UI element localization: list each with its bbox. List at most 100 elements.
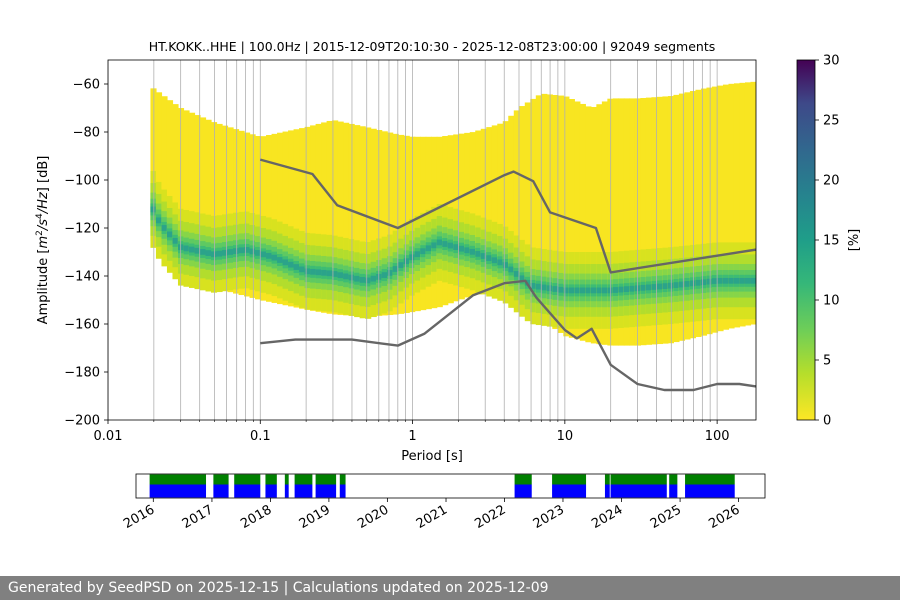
colorbar-tick-label: 0 xyxy=(823,414,831,429)
density-column xyxy=(502,121,509,291)
density-column xyxy=(172,104,179,266)
density-column xyxy=(568,99,575,338)
density-core-band xyxy=(155,217,163,224)
density-core-band xyxy=(310,268,317,275)
density-core-band xyxy=(398,262,405,268)
coverage-bar-upper xyxy=(604,474,610,485)
density-core-band xyxy=(596,287,603,294)
plot-frame xyxy=(107,59,757,421)
timeline-year-label: 2019 xyxy=(297,502,333,532)
density-column xyxy=(321,122,328,313)
density-core-band xyxy=(684,281,691,287)
density-column xyxy=(656,96,664,345)
density-column xyxy=(711,86,719,333)
density-core-band xyxy=(717,277,724,284)
density-core-band xyxy=(728,277,735,284)
psd-density-map xyxy=(150,81,756,346)
density-column xyxy=(188,112,196,277)
density-column xyxy=(524,102,531,305)
density-core-band xyxy=(458,245,465,252)
density-core-band xyxy=(205,250,212,256)
density-column xyxy=(678,93,686,341)
density-column xyxy=(651,97,658,345)
colorbar-tick-label: 10 xyxy=(823,294,840,309)
density-column xyxy=(315,123,322,312)
density-core-band xyxy=(260,251,267,258)
density-column xyxy=(563,96,570,337)
density-core-band xyxy=(640,284,647,291)
coverage-bar-lower xyxy=(604,484,610,498)
timeline-year-label: 2026 xyxy=(706,502,742,532)
coverage-bar-lower xyxy=(265,484,277,498)
density-column xyxy=(535,95,542,317)
density-core-band xyxy=(480,253,487,259)
coverage-bar-upper xyxy=(265,474,277,485)
density-column xyxy=(513,110,520,295)
density-core-band xyxy=(497,259,504,266)
coverage-bar-upper xyxy=(610,474,667,485)
coverage-bar-upper xyxy=(315,474,337,485)
density-column xyxy=(541,93,548,322)
density-core-band xyxy=(623,286,630,293)
colorbar-tick-label: 15 xyxy=(823,234,840,249)
density-column xyxy=(370,128,377,317)
y-tick-label: −100 xyxy=(64,174,100,189)
density-core-band xyxy=(585,287,592,294)
density-column xyxy=(717,85,724,332)
density-column xyxy=(199,117,207,283)
density-core-band xyxy=(486,255,493,261)
density-core-band xyxy=(425,245,432,252)
density-core-band xyxy=(199,249,207,255)
density-core-band xyxy=(436,239,443,246)
density-core-band xyxy=(216,250,223,257)
density-core-band xyxy=(656,283,664,290)
density-column xyxy=(216,123,223,290)
density-column xyxy=(376,130,383,316)
coverage-bar-lower xyxy=(685,484,735,498)
density-core-band xyxy=(431,242,438,249)
y-tick-label: −180 xyxy=(64,366,100,381)
density-core-band xyxy=(453,244,460,250)
density-core-band xyxy=(662,283,669,289)
density-column xyxy=(695,89,702,337)
density-column xyxy=(398,134,405,314)
density-core-band xyxy=(651,284,658,290)
density-column xyxy=(662,96,669,344)
density-core-band xyxy=(678,281,686,288)
density-column xyxy=(700,88,708,336)
coverage-bar-upper xyxy=(294,474,313,485)
density-core-band xyxy=(634,285,641,292)
density-core-band xyxy=(381,272,388,278)
density-core-band xyxy=(299,266,306,273)
density-column xyxy=(640,98,647,346)
colorbar-tick-label: 25 xyxy=(823,114,840,129)
density-core-band xyxy=(359,277,366,283)
density-column xyxy=(744,82,752,326)
timeline-year-label: 2021 xyxy=(414,502,450,532)
density-column xyxy=(689,91,697,339)
density-column xyxy=(288,130,295,307)
coverage-bar-upper xyxy=(552,474,587,485)
density-core-band xyxy=(414,251,421,258)
timeline-year-label: 2025 xyxy=(648,502,684,532)
density-core-band xyxy=(166,231,174,238)
x-tick-label: 0.01 xyxy=(94,429,123,444)
density-core-band xyxy=(188,246,196,253)
density-column xyxy=(354,125,361,317)
density-core-band xyxy=(321,269,328,276)
data-coverage-timeline: 2016 2017 2018 2019 2020 2021 2022 2023 2024 2025… xyxy=(121,473,766,532)
density-core-band xyxy=(722,277,730,284)
density-core-band xyxy=(475,250,482,257)
coverage-bar-upper xyxy=(213,474,229,485)
y-tick-label: −160 xyxy=(64,318,100,333)
density-core-band xyxy=(568,287,575,294)
density-column xyxy=(629,98,636,346)
timeline-year-label: 2020 xyxy=(355,502,391,532)
density-core-band xyxy=(601,287,608,294)
density-column xyxy=(728,83,735,329)
density-core-band xyxy=(238,247,245,254)
density-column xyxy=(337,121,344,315)
coverage-bar-upper xyxy=(669,474,678,485)
coverage-bar-upper xyxy=(685,474,735,485)
